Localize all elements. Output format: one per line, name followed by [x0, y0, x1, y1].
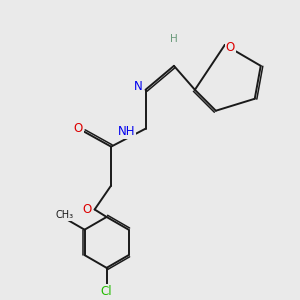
- Text: O: O: [82, 203, 92, 216]
- Text: O: O: [226, 41, 235, 54]
- Text: NH: NH: [118, 125, 135, 138]
- Text: O: O: [74, 122, 83, 135]
- Text: CH₃: CH₃: [56, 210, 74, 220]
- Text: N: N: [134, 80, 142, 93]
- Text: Cl: Cl: [101, 285, 112, 298]
- Text: H: H: [170, 34, 178, 44]
